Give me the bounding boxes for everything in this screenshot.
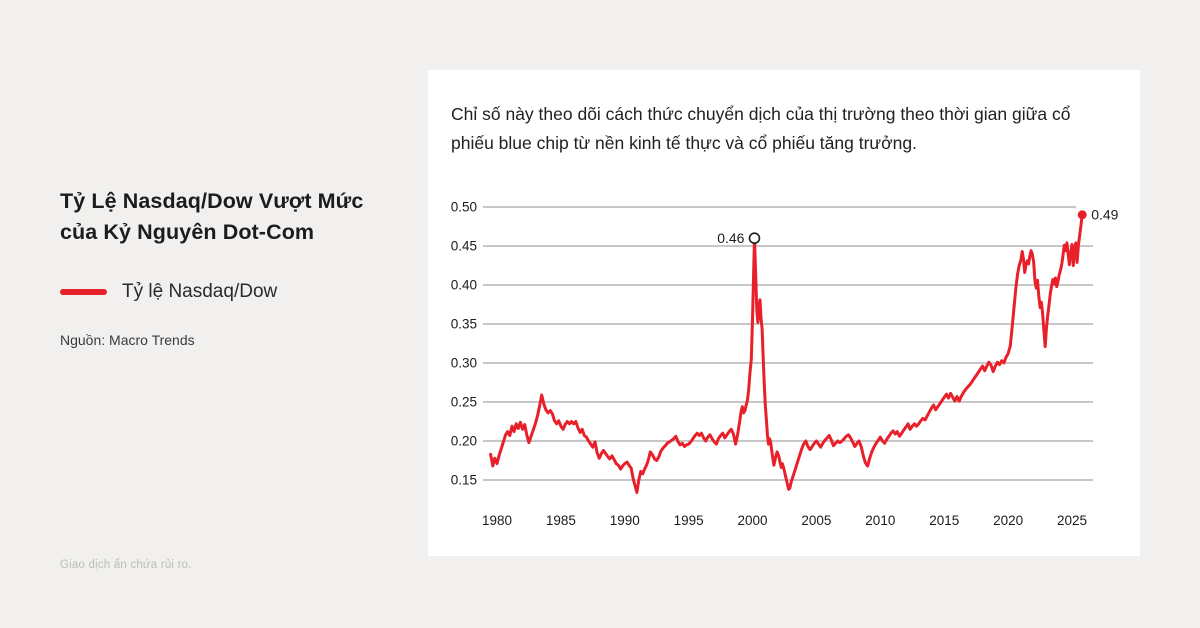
x-tick-label: 2020 [993, 513, 1023, 528]
chart-card: Chỉ số này theo dõi cách thức chuyển dịc… [428, 70, 1140, 556]
nasdaq-dow-ratio-line-chart: 0.15 0.20 0.25 0.30 0.35 0.40 0.45 0.50 1980 1985… [451, 200, 1119, 528]
legend-label: Tỷ lệ Nasdaq/Dow [122, 280, 278, 302]
x-tick-label: 2015 [929, 513, 959, 528]
x-tick-label: 2025 [1057, 513, 1087, 528]
annotation-label: 0.46 [717, 230, 744, 246]
y-tick-label: 0.35 [451, 317, 477, 332]
peak-marker-open-circle-icon [748, 232, 761, 245]
y-tick-label: 0.45 [451, 239, 477, 254]
y-tick-label: 0.15 [451, 473, 477, 488]
legend: Tỷ lệ Nasdaq/Dow [60, 281, 382, 303]
x-tick-label: 1980 [482, 513, 512, 528]
legend-line-swatch [60, 288, 107, 295]
annotation-label: 0.49 [1091, 207, 1118, 223]
source-credit: Nguồn: Macro Trends [60, 331, 195, 348]
infographic-title: Tỷ Lệ Nasdaq/Dow Vượt Mức của Kỷ Nguyên … [60, 189, 364, 244]
left-panel: Tỷ Lệ Nasdaq/Dow Vượt Mức của Kỷ Nguyên … [60, 186, 382, 348]
x-tick-label: 2005 [801, 513, 831, 528]
y-tick-label: 0.20 [451, 434, 477, 449]
x-tick-label: 2010 [865, 513, 895, 528]
x-tick-label: 1985 [546, 513, 576, 528]
x-tick-label: 1995 [674, 513, 704, 528]
x-tick-label: 1990 [610, 513, 640, 528]
risk-disclaimer: Giao dịch ẩn chứa rủi ro. [60, 559, 192, 571]
y-tick-label: 0.40 [451, 278, 477, 293]
x-tick-label: 2000 [738, 513, 768, 528]
y-tick-label: 0.50 [451, 200, 477, 215]
y-tick-label: 0.25 [451, 395, 477, 410]
endpoint-marker-dot-icon [1077, 210, 1087, 220]
ratio-line [489, 213, 1084, 494]
chart-description: Chỉ số này theo dõi cách thức chuyển dịc… [451, 104, 1071, 154]
y-tick-label: 0.30 [451, 356, 477, 371]
